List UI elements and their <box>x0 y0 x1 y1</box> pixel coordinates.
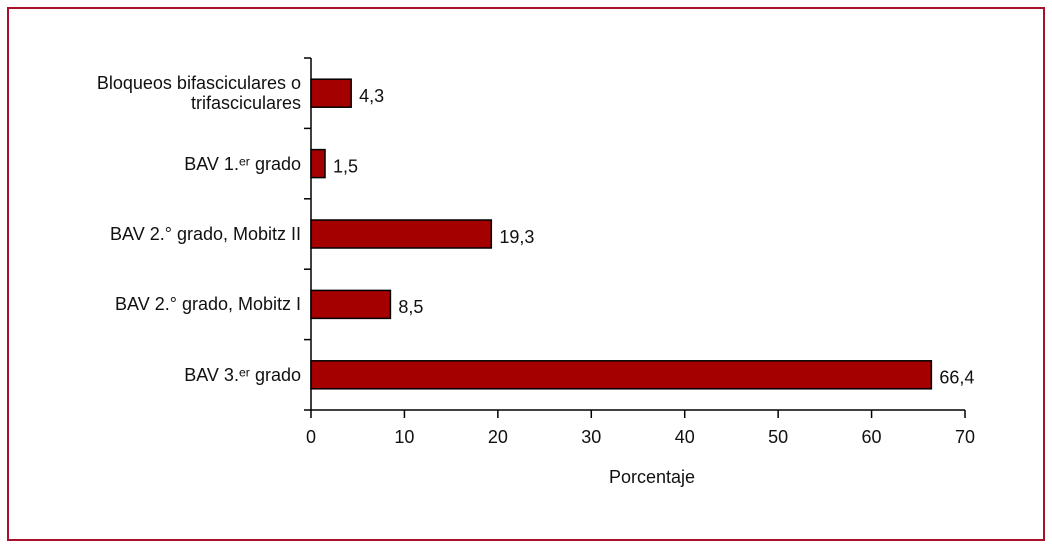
x-tick-label: 60 <box>862 427 882 447</box>
bar <box>310 148 326 179</box>
value-label: 4,3 <box>359 86 384 106</box>
value-label: 66,4 <box>939 368 974 388</box>
x-tick-label: 10 <box>394 427 414 447</box>
category-label-box: BAV 1.ᵉʳ grado <box>184 153 301 174</box>
y-tick-label: BAV 2.° grado, Mobitz II <box>110 224 301 244</box>
bar <box>310 219 493 249</box>
frame <box>7 7 1045 541</box>
bar <box>310 78 352 108</box>
y-tick-label: Bloqueos bifasciculares o trifasciculare… <box>96 73 301 114</box>
x-tick-label: 20 <box>488 427 508 447</box>
x-tick-label: 40 <box>675 427 695 447</box>
category-label-box: BAV 3.ᵉʳ grado <box>184 364 301 385</box>
y-tick-label: BAV 2.° grado, Mobitz I <box>115 294 301 315</box>
category-label-box: BAV 2.° grado, Mobitz I <box>115 294 301 315</box>
x-tick-label: 0 <box>306 427 316 447</box>
y-tick-label: BAV 3.ᵉʳ grado <box>184 364 301 385</box>
value-label: 19,3 <box>499 227 534 247</box>
x-axis-title: Porcentaje <box>609 467 695 487</box>
category-label-box: Bloqueos bifasciculares o trifasciculare… <box>96 73 301 114</box>
x-tick-label: 70 <box>955 427 975 447</box>
category-label-box: BAV 2.° grado, Mobitz II <box>110 224 301 244</box>
value-label: 8,5 <box>398 297 423 317</box>
value-label: 1,5 <box>333 156 358 176</box>
x-tick-label: 30 <box>581 427 601 447</box>
bar <box>310 360 933 390</box>
y-tick-label: BAV 1.ᵉʳ grado <box>184 153 301 174</box>
x-tick-label: 50 <box>768 427 788 447</box>
bar <box>310 289 392 320</box>
